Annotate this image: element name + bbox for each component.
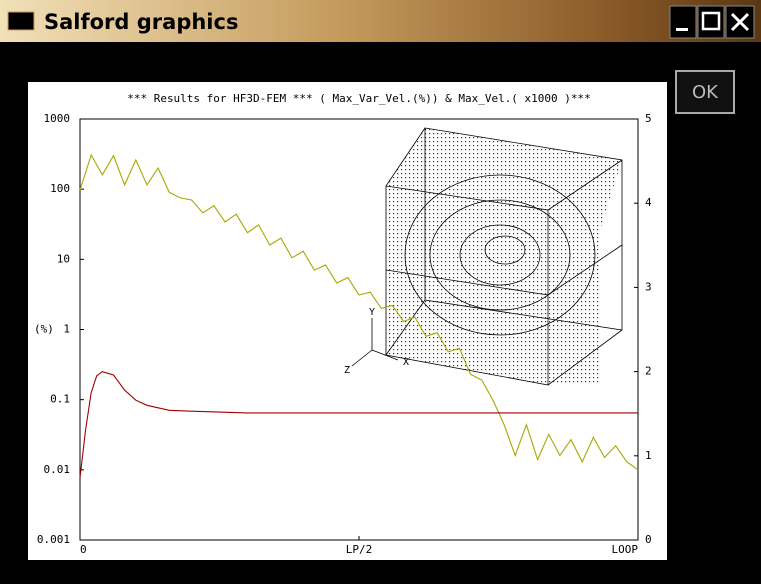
y2-tick-label: 3 <box>645 280 652 293</box>
minimize-button[interactable] <box>669 5 697 39</box>
y-axis-label: (%) <box>34 323 54 336</box>
title-bar <box>0 0 761 42</box>
close-button[interactable] <box>725 5 755 39</box>
chart-title: *** Results for HF3D-FEM *** ( Max_Var_V… <box>127 92 591 105</box>
ok-button[interactable]: OK <box>675 70 735 114</box>
y-tick-label: 1 <box>63 323 70 336</box>
series-line <box>79 370 638 478</box>
app-icon <box>7 11 35 31</box>
y2-tick-label: 0 <box>645 533 652 546</box>
x-tick-label: LP/2 <box>346 543 373 556</box>
window-title: Salford graphics <box>44 10 238 34</box>
x-tick-label: 0 <box>80 543 87 556</box>
y2-tick-label: 5 <box>645 112 652 125</box>
inset-axis-label: Y <box>369 307 375 318</box>
y-tick-label: 10 <box>57 252 70 265</box>
ok-label[interactable]: OK <box>692 82 719 103</box>
y2-tick-label: 4 <box>645 196 652 209</box>
cube-inset <box>351 127 623 386</box>
inset-axis-label: Z <box>344 365 350 376</box>
y-tick-label: 100 <box>50 182 70 195</box>
y-tick-label: 1000 <box>44 112 71 125</box>
y2-tick-label: 2 <box>645 365 652 378</box>
x-tick-label: LOOP <box>612 543 639 556</box>
y-tick-label: 0.001 <box>37 533 70 546</box>
inset-axis-label: X <box>403 357 409 368</box>
y-tick-label: 0.1 <box>50 393 70 406</box>
maximize-button[interactable] <box>697 5 725 39</box>
y-tick-label: 0.01 <box>44 463 71 476</box>
series-line <box>79 153 639 471</box>
y2-tick-label: 1 <box>645 449 652 462</box>
